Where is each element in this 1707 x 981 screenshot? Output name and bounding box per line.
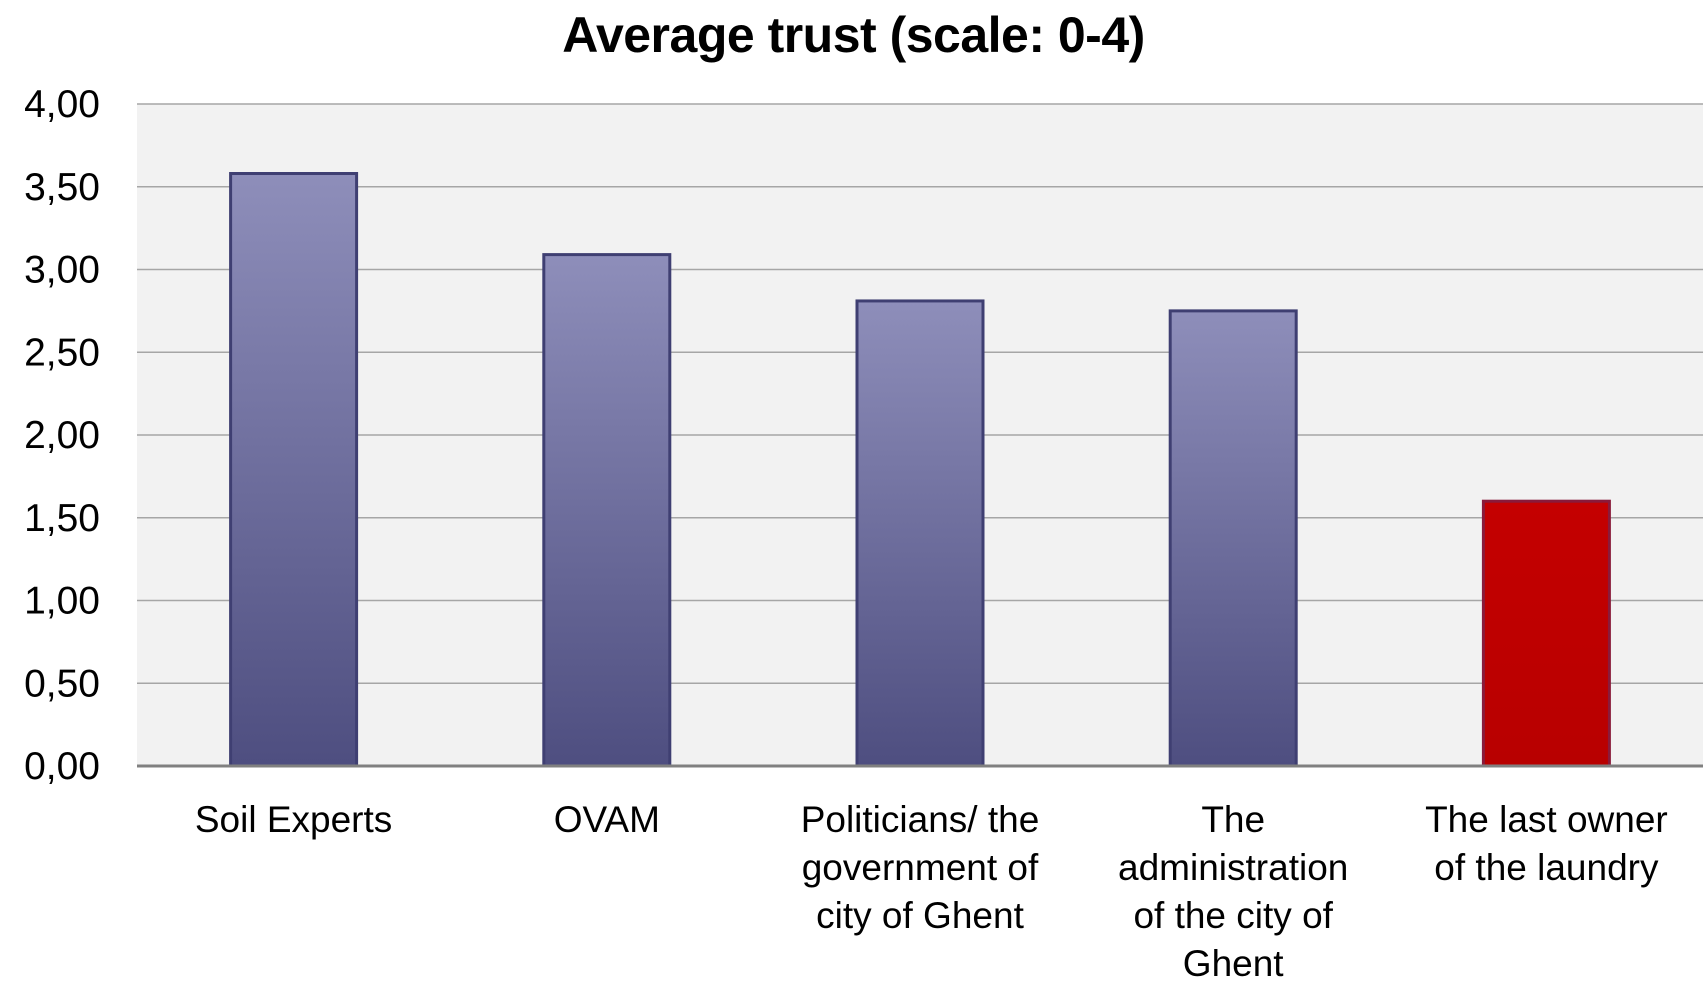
chart-title: Average trust (scale: 0-4) — [562, 7, 1145, 63]
x-category-label: The last owner — [1425, 799, 1668, 840]
y-tick-label: 2,50 — [24, 331, 100, 374]
y-tick-label: 1,50 — [24, 497, 100, 540]
y-tick-label: 3,00 — [24, 249, 100, 292]
y-tick-label: 1,00 — [24, 580, 100, 623]
bar-1 — [542, 253, 672, 768]
x-category-label: Ghent — [1183, 943, 1285, 981]
x-category-label: of the city of — [1133, 895, 1333, 936]
x-category-label: OVAM — [554, 799, 660, 840]
y-tick-label: 3,50 — [24, 166, 100, 209]
x-axis-labels: Soil Experts OVAM Politicians/ the governme… — [195, 799, 1668, 981]
bar-0 — [229, 172, 359, 768]
y-tick-label: 0,00 — [24, 745, 100, 788]
x-category-label: Politicians/ the — [801, 799, 1040, 840]
y-tick-label: 2,00 — [24, 414, 100, 457]
y-tick-label: 4,00 — [24, 83, 100, 126]
y-tick-label: 0,50 — [24, 662, 100, 705]
x-category-label: The — [1201, 799, 1265, 840]
x-category-label: administration — [1118, 847, 1348, 888]
x-category-label: city of Ghent — [816, 895, 1024, 936]
x-category-label: of the laundry — [1434, 847, 1659, 888]
y-axis-ticks: 0,00 0,50 1,00 1,50 2,00 2,50 3,00 3,50 4,00 — [24, 83, 100, 788]
bars — [229, 172, 1611, 768]
x-category-label: Soil Experts — [195, 799, 392, 840]
bar-4 — [1481, 499, 1611, 768]
bar-2 — [855, 299, 985, 768]
bar-3 — [1168, 309, 1298, 768]
x-category-label: government of — [802, 847, 1039, 888]
